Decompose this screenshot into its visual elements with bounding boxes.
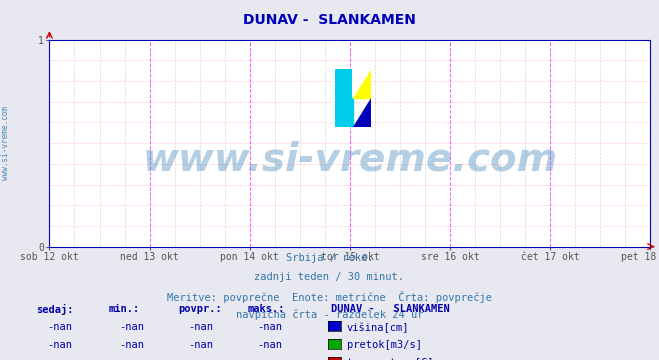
- Text: temperatura[C]: temperatura[C]: [347, 358, 434, 360]
- Text: -nan: -nan: [188, 322, 214, 332]
- Text: -nan: -nan: [188, 358, 214, 360]
- Text: www.si-vreme.com: www.si-vreme.com: [1, 106, 10, 180]
- Polygon shape: [353, 98, 371, 127]
- Text: min.:: min.:: [109, 304, 140, 314]
- Text: Meritve: povprečne  Enote: metrične  Črta: povprečje: Meritve: povprečne Enote: metrične Črta:…: [167, 291, 492, 302]
- Text: Srbija / reke.: Srbija / reke.: [286, 253, 373, 263]
- Polygon shape: [353, 68, 371, 98]
- Polygon shape: [335, 68, 353, 127]
- Text: -nan: -nan: [47, 358, 72, 360]
- Text: -nan: -nan: [258, 322, 283, 332]
- Text: -nan: -nan: [47, 340, 72, 350]
- Text: -nan: -nan: [47, 322, 72, 332]
- Text: povpr.:: povpr.:: [178, 304, 221, 314]
- Text: -nan: -nan: [258, 358, 283, 360]
- Polygon shape: [353, 68, 371, 98]
- Text: -nan: -nan: [188, 340, 214, 350]
- Text: -nan: -nan: [119, 358, 144, 360]
- Text: pretok[m3/s]: pretok[m3/s]: [347, 340, 422, 350]
- Text: -nan: -nan: [119, 322, 144, 332]
- Text: www.si-vreme.com: www.si-vreme.com: [142, 141, 558, 179]
- Text: višina[cm]: višina[cm]: [347, 322, 409, 333]
- Text: -nan: -nan: [119, 340, 144, 350]
- Text: -nan: -nan: [258, 340, 283, 350]
- Text: DUNAV -   SLANKAMEN: DUNAV - SLANKAMEN: [331, 304, 449, 314]
- Text: navpična črta - razdelek 24 ur: navpična črta - razdelek 24 ur: [236, 309, 423, 320]
- Text: sedaj:: sedaj:: [36, 304, 74, 315]
- Text: zadnji teden / 30 minut.: zadnji teden / 30 minut.: [254, 272, 405, 282]
- Text: maks.:: maks.:: [247, 304, 285, 314]
- Text: DUNAV -  SLANKAMEN: DUNAV - SLANKAMEN: [243, 13, 416, 27]
